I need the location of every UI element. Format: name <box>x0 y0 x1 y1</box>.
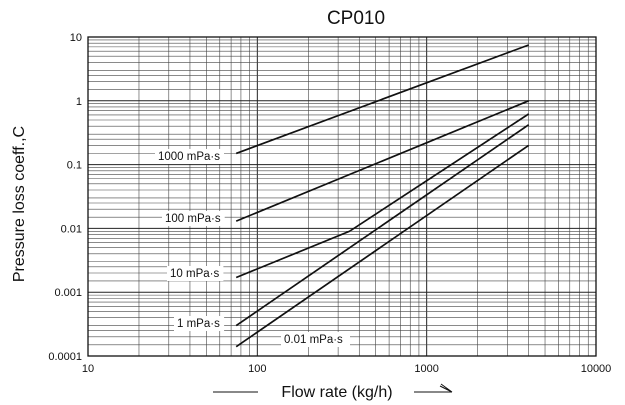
series-line-1 <box>235 100 529 222</box>
series-line-3 <box>235 124 530 327</box>
series-label-4: 0.01 mPa·s <box>284 334 343 346</box>
curve-labels: 1000 mPa·s 100 mPa·s 10 mPa·s 1 mPa·s 0.01 m… <box>155 149 350 347</box>
x-axis-label: Flow rate (kg/h) <box>281 384 392 401</box>
series-label-bg-4 <box>281 332 350 347</box>
y-tick-label: 0.01 <box>61 223 82 235</box>
y-axis-label: Pressure loss coeff.,C <box>11 126 28 282</box>
series-label-0: 1000 mPa·s <box>158 151 220 163</box>
chart-title: CP010 <box>327 8 385 29</box>
flow-direction-arrow-icon <box>414 383 453 393</box>
series-label-bg-0 <box>155 149 224 164</box>
grid <box>87 37 596 357</box>
series-line-4 <box>235 144 530 348</box>
series-label-bg-1 <box>162 211 225 226</box>
series-label-bg-3 <box>174 316 225 331</box>
x-tick-label: 100 <box>248 363 266 375</box>
curves <box>235 44 530 348</box>
series-label-3: 1 mPa·s <box>177 318 220 330</box>
plot-frame <box>87 36 597 357</box>
x-tick-label: 10000 <box>581 363 612 375</box>
series-label-2: 10 mPa·s <box>170 268 219 280</box>
x-tick-label: 10 <box>82 363 94 375</box>
series-line-0 <box>235 44 529 155</box>
y-tick-label: 0.001 <box>54 287 82 299</box>
series-line-2 <box>235 113 530 279</box>
x-axis-label-group: Flow rate (kg/h) <box>213 383 453 401</box>
tick-labels: 10 100 1000 10000 10 1 0.1 0.01 0.001 0.0001 <box>48 32 611 375</box>
series-label-1: 100 mPa·s <box>165 213 221 225</box>
y-tick-label: 10 <box>70 32 82 44</box>
x-tick-label: 1000 <box>414 363 438 375</box>
y-tick-label: 0.0001 <box>48 351 82 363</box>
y-tick-label: 1 <box>76 96 82 108</box>
series-label-bg-2 <box>167 266 224 281</box>
y-tick-label: 0.1 <box>67 160 82 172</box>
